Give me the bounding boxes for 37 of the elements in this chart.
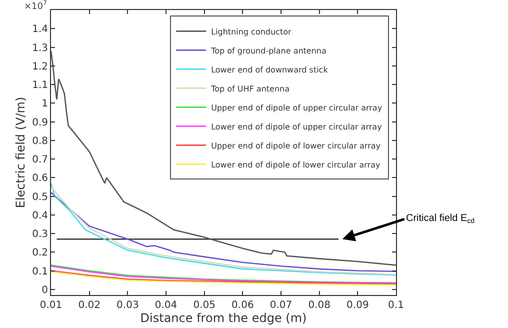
x-tick-label: 0.08 (308, 300, 330, 311)
x-tick-label: 0.05 (193, 300, 216, 311)
y-tick-label: 1.2 (32, 61, 48, 72)
y-tick-label: 1 (42, 98, 48, 110)
x-tick-label: 0.07 (270, 300, 292, 311)
y-tick-label: 0.2 (32, 248, 48, 259)
y-tick-label: 0.6 (32, 173, 48, 184)
x-tick-label: 0.03 (116, 300, 139, 311)
legend-label: Lightning conductor (211, 27, 292, 36)
y-tick-label: 0.7 (32, 154, 48, 166)
x-axis-title: Distance from the edge (m) (140, 311, 307, 325)
y-tick-label: 1.3 (32, 42, 48, 54)
x-tick-label: 0.02 (78, 300, 100, 311)
annotation: Critical field E$_{cd}$ (406, 213, 475, 226)
y-tick-label: 0.9 (32, 117, 48, 128)
x-tick-label: 0.09 (346, 300, 369, 311)
legend-label: Lower end of downward stick (211, 65, 328, 74)
legend-label: Top of UHF antenna (210, 84, 290, 94)
legend-label: Upper end of dipole of upper circular array (211, 103, 382, 112)
x-tick-label: 0.01 (40, 300, 62, 311)
text: ×10$^{7}$ (24, 0, 48, 12)
y-axis-title: Electric field (V/m) (13, 96, 28, 208)
legend-label: Top of ground-plane antenna (210, 46, 326, 56)
y-tick-label: 0.4 (32, 210, 48, 222)
legend-label: Lower end of dipole of lower circular array (211, 160, 381, 170)
y-tick-label: 0.5 (32, 192, 48, 203)
x-tick-label: 0.1 (388, 300, 404, 311)
x-tick-label: 0.04 (154, 300, 178, 311)
y-tick-label: 1.1 (32, 80, 48, 92)
y-tick-label: 0 (42, 284, 48, 296)
y-tick-label: 0.1 (32, 266, 48, 278)
y-tick-label: 1.4 (32, 24, 48, 36)
x-tick-label: 0.06 (232, 300, 254, 311)
legend-label: Lower end of dipole of upper circular array (211, 122, 382, 132)
y-tick-label: 0.8 (32, 136, 48, 147)
legend-label: Upper end of dipole of lower circular array (211, 141, 381, 150)
y-tick-label: 0.3 (32, 229, 48, 240)
